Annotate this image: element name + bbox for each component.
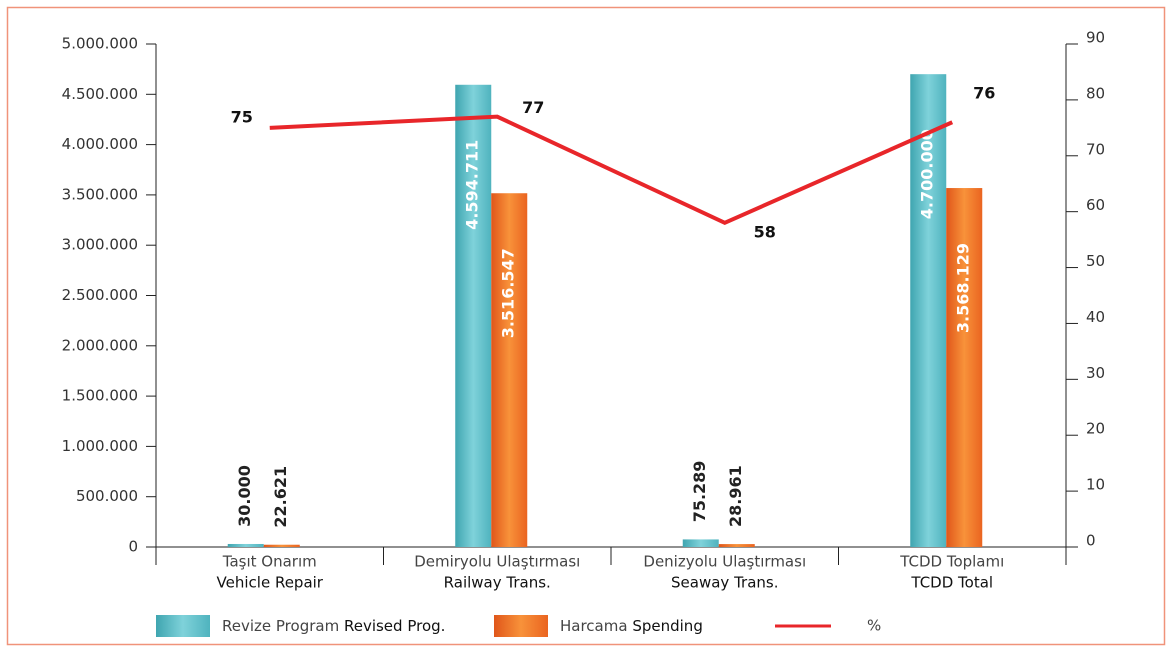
- y2-tick-label: 70: [1086, 140, 1105, 158]
- y-tick-label: 4.000.000: [62, 135, 138, 153]
- x-tick-label: Seaway Trans.: [671, 574, 778, 592]
- x-tick-label: Railway Trans.: [444, 574, 551, 592]
- y2-tick-label: 60: [1086, 196, 1105, 214]
- y2-tick-label: 30: [1086, 364, 1105, 382]
- bar: [227, 543, 264, 547]
- legend-swatch: [494, 615, 548, 637]
- x-tick-label: TCDD Total: [910, 574, 993, 592]
- bar: [263, 544, 300, 547]
- bar: [682, 539, 719, 547]
- y-tick-label: 1.500.000: [62, 387, 138, 405]
- value-label: 30.000: [235, 465, 254, 527]
- x-tick-label: Denizyolu Ulaştırması: [643, 553, 806, 571]
- y2-tick-label: 40: [1086, 308, 1105, 326]
- line-label: 75: [231, 107, 253, 126]
- legend-label: Harcama Spending: [560, 617, 703, 635]
- bar: [718, 544, 755, 547]
- line-label: 77: [522, 98, 544, 117]
- value-label: 4.700.000: [918, 129, 937, 219]
- line-label: 76: [973, 84, 995, 103]
- y2-tick-label: 20: [1086, 420, 1105, 438]
- bar: [455, 84, 492, 548]
- y2-tick-label: 80: [1086, 84, 1105, 102]
- y2-tick-label: 0: [1086, 532, 1096, 550]
- legend-label-en: Revised Prog.: [344, 617, 445, 635]
- y-tick-label: 2.500.000: [62, 286, 138, 304]
- legend-swatch: [156, 615, 210, 637]
- value-label: 75.289: [690, 461, 709, 523]
- y-tick-label: 4.500.000: [62, 85, 138, 103]
- y2-tick-label: 50: [1086, 252, 1105, 270]
- legend-label-tr: Revize Program: [222, 617, 339, 635]
- frame: [6, 6, 1166, 646]
- value-label: 3.516.547: [499, 248, 518, 338]
- y2-tick-label: 90: [1086, 29, 1105, 47]
- line-label: 58: [754, 222, 776, 241]
- x-tick-label: TCDD Toplamı: [899, 553, 1004, 571]
- x-tick-label: Vehicle Repair: [217, 574, 324, 592]
- bar: [910, 74, 947, 548]
- y-tick-label: 1.000.000: [62, 437, 138, 455]
- y-tick-label: 3.500.000: [62, 185, 138, 203]
- x-tick-label: Demiryolu Ulaştırması: [414, 553, 580, 571]
- line: [269, 114, 954, 226]
- value-label: 3.568.129: [954, 243, 973, 333]
- y-tick-label: 3.000.000: [62, 236, 138, 254]
- bar: [946, 188, 983, 548]
- y-tick-label: 0: [128, 538, 138, 556]
- value-label: 28.961: [726, 465, 745, 527]
- value-label: 22.621: [271, 466, 290, 528]
- value-label: 4.594.711: [463, 140, 482, 230]
- y2-tick-label: 10: [1086, 476, 1105, 494]
- bar: [491, 193, 528, 548]
- y-tick-label: 2.000.000: [62, 336, 138, 354]
- y-tick-label: 500.000: [76, 487, 138, 505]
- x-tick-label: Taşıt Onarım: [222, 553, 317, 571]
- legend-label: %: [867, 617, 881, 635]
- legend-label-tr: Harcama: [560, 617, 628, 635]
- legend-label-en: Spending: [632, 617, 703, 635]
- legend-label: Revize Program Revised Prog.: [222, 617, 445, 635]
- y-tick-label: 5.000.000: [62, 35, 138, 53]
